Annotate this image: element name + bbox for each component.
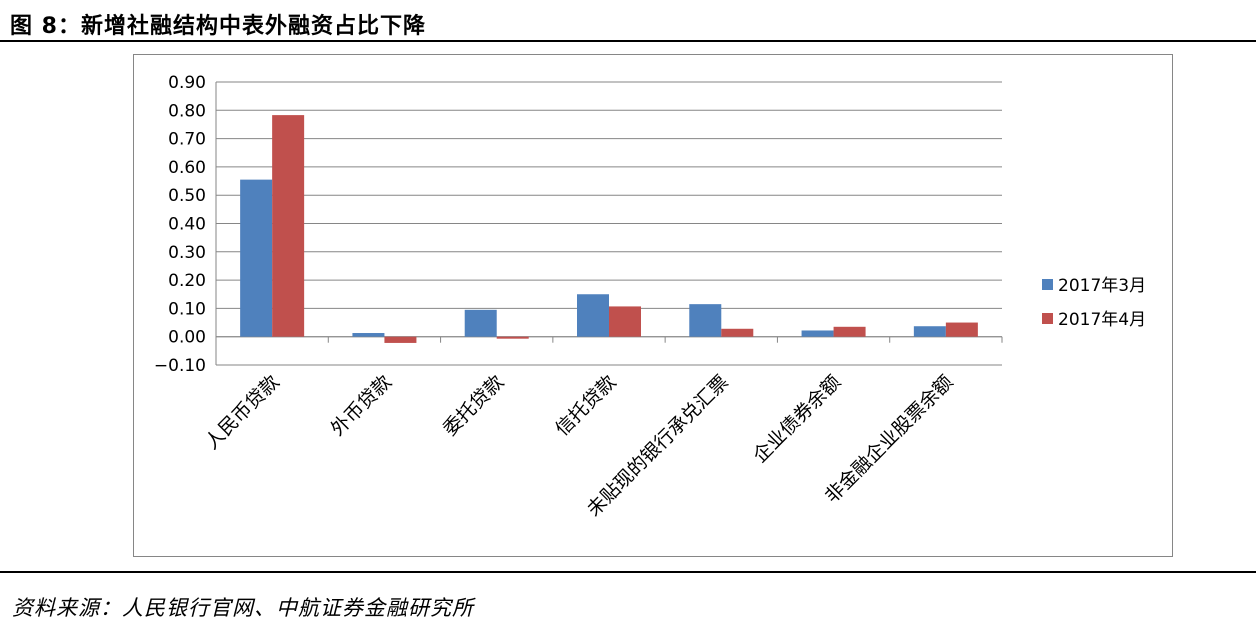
y-tick-label: 0.50 [168, 186, 206, 206]
bar [721, 328, 754, 337]
y-tick-label: 0.00 [168, 328, 206, 348]
bar-chart: −0.10 0.00 0.10 0.20 0.30 0.40 0.50 0.60 0.70 0.8… [154, 73, 1146, 521]
x-tick-label: 信托贷款 [551, 371, 620, 440]
y-tick-label: 0.60 [168, 158, 206, 178]
bar [384, 336, 417, 343]
bar [689, 304, 722, 337]
x-tick-label: 外币贷款 [327, 371, 396, 440]
x-tick-label: 非金融企业股票余额 [821, 371, 957, 507]
y-tick-label: 0.80 [168, 101, 206, 121]
source-note: 资料来源：人民银行官网、中航证券金融研究所 [12, 596, 474, 620]
bar [272, 115, 305, 337]
y-tick-label: 0.20 [168, 271, 206, 291]
legend-label: 2017年4月 [1058, 310, 1146, 330]
chart-frame: −0.10 0.00 0.10 0.20 0.30 0.40 0.50 0.60 0.70 0.8… [133, 54, 1173, 557]
y-tick-label: −0.10 [154, 356, 206, 376]
y-tick-label: 0.30 [168, 243, 206, 263]
bar [352, 333, 385, 337]
y-tick-label: 0.90 [168, 73, 206, 93]
bar [577, 294, 609, 337]
bar [801, 330, 834, 337]
bar [833, 326, 866, 337]
bar [496, 336, 529, 339]
legend-label: 2017年3月 [1058, 276, 1146, 296]
top-rule [0, 40, 1256, 42]
x-tick-label: 委托贷款 [439, 371, 508, 440]
y-tick-label: 0.70 [168, 130, 206, 150]
bar [464, 309, 497, 337]
x-tick-label: 企业债券余额 [749, 371, 845, 467]
bar [240, 179, 273, 337]
figure-title: 图 8：新增社融结构中表外融资占比下降 [10, 14, 426, 39]
legend-swatch [1042, 313, 1053, 324]
bar [913, 326, 946, 337]
bar [609, 306, 641, 337]
y-tick-label: 0.10 [168, 299, 206, 319]
bar [945, 322, 978, 337]
y-tick-label: 0.40 [168, 215, 206, 235]
legend-swatch [1042, 279, 1053, 290]
x-tick-label: 人民币贷款 [201, 371, 284, 454]
bottom-rule [0, 571, 1256, 573]
